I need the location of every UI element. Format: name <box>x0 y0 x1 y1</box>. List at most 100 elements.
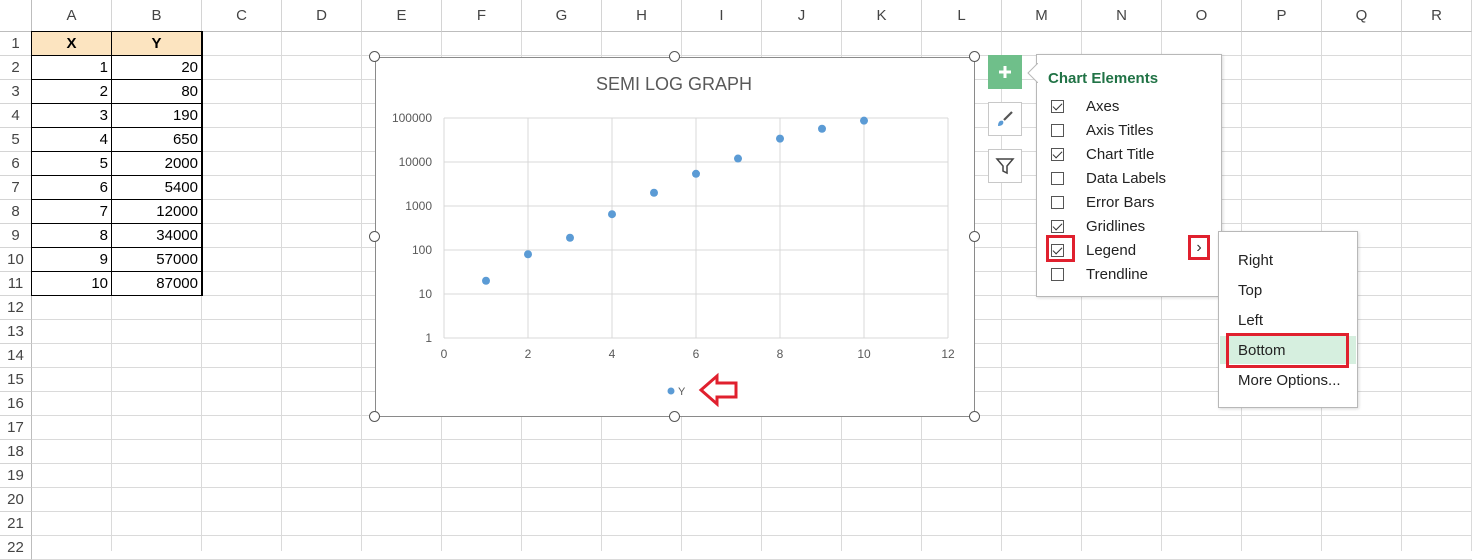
column-header[interactable]: B <box>112 0 202 32</box>
row-header[interactable]: 20 <box>0 488 32 512</box>
resize-handle[interactable] <box>369 411 380 422</box>
cell-y[interactable]: 57000 <box>112 248 202 272</box>
column-header[interactable]: O <box>1162 0 1242 32</box>
row-header[interactable]: 6 <box>0 152 32 176</box>
legend-expand-button[interactable]: › <box>1188 235 1210 260</box>
legend-position-option[interactable]: More Options... <box>1238 371 1341 389</box>
column-header[interactable]: F <box>442 0 522 32</box>
row-header[interactable]: 17 <box>0 416 32 440</box>
chart-element-option[interactable]: Trendline <box>1051 263 1148 285</box>
resize-handle[interactable] <box>369 51 380 62</box>
cell-y[interactable]: 34000 <box>112 224 202 248</box>
resize-handle[interactable] <box>969 231 980 242</box>
row-header[interactable]: 22 <box>0 536 32 560</box>
cell-y[interactable]: 5400 <box>112 176 202 200</box>
row-header[interactable]: 2 <box>0 56 32 80</box>
chart-plot: SEMI LOG GRAPH 1 10 100 1000 10000 100000 0 2 4 6 8… <box>392 74 955 398</box>
chart-styles-button[interactable] <box>988 102 1022 136</box>
row-header[interactable]: 4 <box>0 104 32 128</box>
chart-element-option[interactable]: Gridlines <box>1051 215 1145 237</box>
column-header[interactable]: E <box>362 0 442 32</box>
cell-x[interactable]: 8 <box>32 224 112 248</box>
checkbox[interactable] <box>1051 99 1064 113</box>
cell-y[interactable]: 650 <box>112 128 202 152</box>
legend-position-option[interactable]: Top <box>1238 281 1263 299</box>
chart-element-option[interactable]: Legend <box>1051 239 1136 261</box>
row-header[interactable]: 1 <box>0 32 32 56</box>
checkbox[interactable] <box>1051 147 1064 161</box>
resize-handle[interactable] <box>669 411 680 422</box>
resize-handle[interactable] <box>669 51 680 62</box>
row-header[interactable]: 11 <box>0 272 32 296</box>
header-cell-y[interactable]: Y <box>112 32 202 56</box>
cell-y[interactable]: 2000 <box>112 152 202 176</box>
select-all-corner[interactable] <box>0 0 32 32</box>
chart-element-option[interactable]: Axis Titles <box>1051 119 1154 141</box>
chart-element-option[interactable]: Error Bars <box>1051 191 1154 213</box>
cell-x[interactable]: 5 <box>32 152 112 176</box>
brush-icon <box>998 111 1013 126</box>
chart-filters-button[interactable] <box>988 149 1022 183</box>
row-header[interactable]: 19 <box>0 464 32 488</box>
option-label: Data Labels <box>1086 169 1167 187</box>
cell-x[interactable]: 4 <box>32 128 112 152</box>
column-header[interactable]: K <box>842 0 922 32</box>
chart-elements-button[interactable] <box>988 55 1022 89</box>
cell-y[interactable]: 20 <box>112 56 202 80</box>
checkbox[interactable] <box>1051 123 1064 137</box>
checkbox[interactable] <box>1051 243 1064 257</box>
column-header[interactable]: Q <box>1322 0 1402 32</box>
cell-x[interactable]: 6 <box>32 176 112 200</box>
legend-position-option[interactable]: Right <box>1238 251 1274 269</box>
cell-y[interactable]: 12000 <box>112 200 202 224</box>
row-header[interactable]: 14 <box>0 344 32 368</box>
table-border <box>31 31 203 296</box>
cell-y[interactable]: 80 <box>112 80 202 104</box>
checkbox[interactable] <box>1051 171 1064 185</box>
column-header[interactable]: L <box>922 0 1002 32</box>
column-header[interactable]: C <box>202 0 282 32</box>
row-header[interactable]: 16 <box>0 392 32 416</box>
row-header[interactable]: 12 <box>0 296 32 320</box>
checkbox[interactable] <box>1051 195 1064 209</box>
chart[interactable]: SEMI LOG GRAPH 1 10 100 1000 10000 100000 0 2 4 6 8… <box>375 57 975 417</box>
header-cell-x[interactable]: X <box>32 32 112 56</box>
column-header[interactable]: N <box>1082 0 1162 32</box>
cell-x[interactable]: 2 <box>32 80 112 104</box>
resize-handle[interactable] <box>969 411 980 422</box>
resize-handle[interactable] <box>969 51 980 62</box>
legend-position-option[interactable]: Left <box>1238 311 1264 329</box>
column-header[interactable]: D <box>282 0 362 32</box>
column-header[interactable]: G <box>522 0 602 32</box>
row-header[interactable]: 13 <box>0 320 32 344</box>
row-header[interactable]: 15 <box>0 368 32 392</box>
resize-handle[interactable] <box>369 231 380 242</box>
column-header[interactable]: A <box>32 0 112 32</box>
chart-element-option[interactable]: Chart Title <box>1051 143 1154 165</box>
column-header[interactable]: I <box>682 0 762 32</box>
column-header[interactable]: H <box>602 0 682 32</box>
row-header[interactable]: 8 <box>0 200 32 224</box>
row-header[interactable]: 7 <box>0 176 32 200</box>
cell-x[interactable]: 3 <box>32 104 112 128</box>
cell-x[interactable]: 1 <box>32 56 112 80</box>
cell-x[interactable]: 7 <box>32 200 112 224</box>
chart-element-option[interactable]: Axes <box>1051 95 1119 117</box>
column-header[interactable]: M <box>1002 0 1082 32</box>
grid-row-line <box>32 511 1472 512</box>
column-header[interactable]: R <box>1402 0 1472 32</box>
row-header[interactable]: 21 <box>0 512 32 536</box>
row-header[interactable]: 9 <box>0 224 32 248</box>
row-header[interactable]: 18 <box>0 440 32 464</box>
column-header[interactable]: J <box>762 0 842 32</box>
chart-element-option[interactable]: Data Labels <box>1051 167 1166 189</box>
column-header[interactable]: P <box>1242 0 1322 32</box>
row-header[interactable]: 10 <box>0 248 32 272</box>
row-header[interactable]: 3 <box>0 80 32 104</box>
checkbox[interactable] <box>1051 267 1064 281</box>
cell-x[interactable]: 9 <box>32 248 112 272</box>
cell-y[interactable]: 190 <box>112 104 202 128</box>
checkbox[interactable] <box>1051 219 1064 233</box>
row-header[interactable]: 5 <box>0 128 32 152</box>
legend-position-option[interactable]: Bottom <box>1220 336 1356 364</box>
